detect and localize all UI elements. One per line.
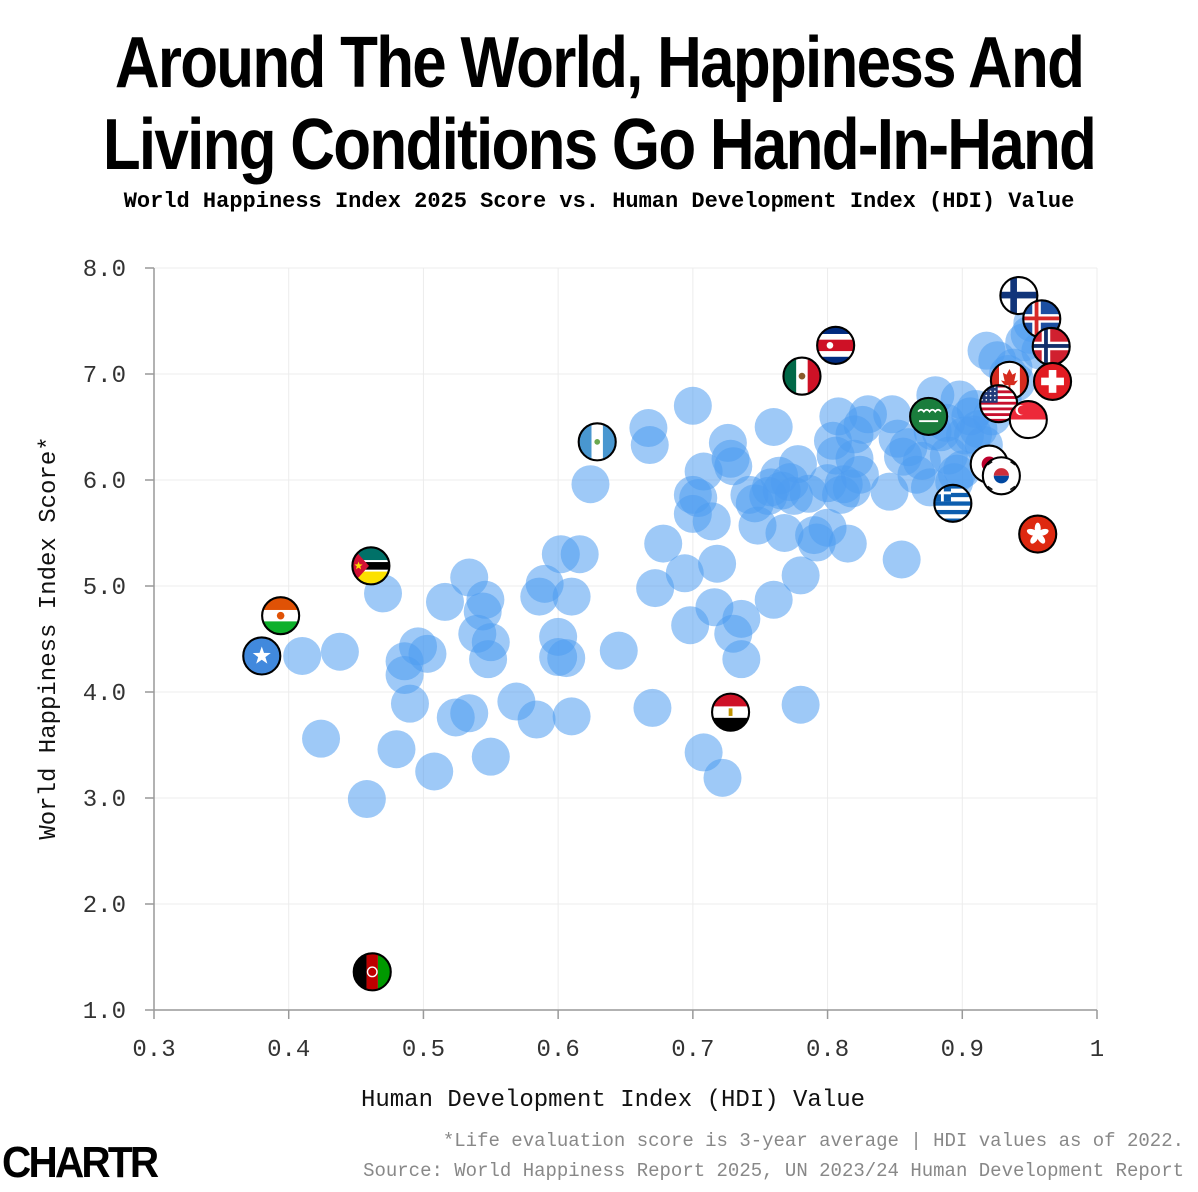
x-tick-label: 0.6: [537, 1037, 580, 1064]
y-tick-label: 2.0: [83, 893, 126, 920]
data-point: [840, 455, 879, 494]
title-line-2: Living Conditions Go Hand-In-Hand: [102, 105, 1097, 185]
data-point: [471, 737, 510, 776]
y-tick-label: 8.0: [83, 257, 126, 284]
somalia-flag-icon: [242, 636, 282, 676]
canada-flag-icon: [989, 360, 1030, 400]
x-tick-label: 0.3: [132, 1037, 175, 1064]
data-point: [571, 465, 610, 504]
data-point: [722, 599, 761, 638]
y-tick-label: 1.0: [83, 999, 126, 1026]
y-tick-label: 5.0: [83, 575, 126, 602]
data-point: [765, 514, 804, 552]
egypt-flag-icon: [711, 692, 751, 732]
singapore-flag-icon: [1008, 400, 1048, 440]
data-point: [283, 636, 322, 675]
data-point: [882, 540, 921, 579]
data-point: [665, 554, 704, 593]
data-point: [599, 631, 638, 670]
data-point: [630, 426, 669, 465]
data-point: [754, 580, 793, 619]
data-point: [466, 580, 505, 619]
guatemala-flag-icon: [577, 422, 617, 462]
source-note: Source: World Happiness Report 2025, UN …: [363, 1160, 1184, 1182]
x-tick-label: 1: [1090, 1037, 1104, 1064]
data-point: [547, 639, 586, 678]
mexico-flag-icon: [782, 356, 822, 396]
y-axis-label: World Happiness Index Score*: [36, 436, 63, 839]
data-point: [781, 685, 820, 724]
data-point: [828, 524, 867, 563]
hong-kong-flag-icon: [1018, 514, 1058, 554]
scatter-chart: 0.3 0.4 0.5 0.6 0.7 0.8 0.9 1 1.0 2.0 3.0 4.0 5.0 6.0…: [36, 257, 1104, 1114]
data-point: [644, 524, 683, 563]
footnote: *Life evaluation score is 3-year average…: [442, 1130, 1184, 1152]
south-korea-flag-icon: [981, 456, 1021, 496]
data-point: [781, 556, 820, 595]
x-tick-label: 0.4: [267, 1037, 310, 1064]
data-point: [552, 697, 591, 736]
data-point: [471, 623, 510, 662]
data-point: [714, 447, 753, 486]
y-tick-label: 3.0: [83, 787, 126, 814]
data-point: [408, 634, 447, 673]
data-point: [636, 569, 675, 608]
data-point: [347, 780, 386, 819]
data-point: [633, 688, 672, 727]
costa-rica-flag-icon: [816, 325, 856, 365]
data-point: [552, 577, 591, 616]
data-point: [425, 582, 464, 621]
niger-flag-icon: [261, 596, 301, 636]
data-point: [698, 544, 737, 583]
data-points: [283, 304, 1060, 819]
saudi-arabia-flag-icon: [909, 396, 949, 436]
switzerland-flag-icon: [1032, 361, 1073, 401]
greece-flag-icon: [933, 483, 973, 523]
chart-subtitle: World Happiness Index 2025 Score vs. Hum…: [123, 189, 1075, 214]
y-tick-label: 7.0: [83, 363, 126, 390]
data-point: [673, 386, 712, 425]
title-line-1: Around The World, Happiness And: [114, 23, 1085, 103]
data-point: [703, 758, 742, 797]
data-point: [560, 535, 599, 574]
norway-flag-icon: [1031, 326, 1071, 367]
x-tick-label: 0.7: [671, 1037, 714, 1064]
data-point: [415, 752, 454, 791]
data-point: [450, 694, 489, 733]
x-tick-label: 0.8: [806, 1037, 849, 1064]
chartr-logo: CHARTR: [2, 1138, 159, 1187]
data-point: [778, 445, 817, 484]
x-tick-label: 0.5: [402, 1037, 445, 1064]
axes: [145, 267, 1098, 1019]
y-tick-label: 6.0: [83, 469, 126, 496]
chart-title: Around The World, Happiness And Living C…: [84, 22, 1114, 186]
tick-labels: 0.3 0.4 0.5 0.6 0.7 0.8 0.9 1 1.0 2.0 3.0 4.0 5.0 6.0…: [83, 257, 1104, 1064]
data-point: [390, 684, 429, 723]
x-tick-label: 0.9: [941, 1037, 984, 1064]
data-point: [754, 408, 793, 446]
data-point: [517, 700, 556, 739]
data-point: [320, 632, 359, 671]
mozambique-flag-icon: [351, 546, 391, 586]
data-point: [377, 730, 416, 769]
data-point: [692, 502, 731, 541]
country-flags: [242, 275, 1073, 992]
y-tick-label: 4.0: [83, 681, 126, 708]
data-point: [302, 719, 341, 758]
x-axis-label: Human Development Index (HDI) Value: [361, 1087, 865, 1114]
data-point: [722, 640, 761, 679]
afghanistan-flag-icon: [352, 952, 392, 992]
